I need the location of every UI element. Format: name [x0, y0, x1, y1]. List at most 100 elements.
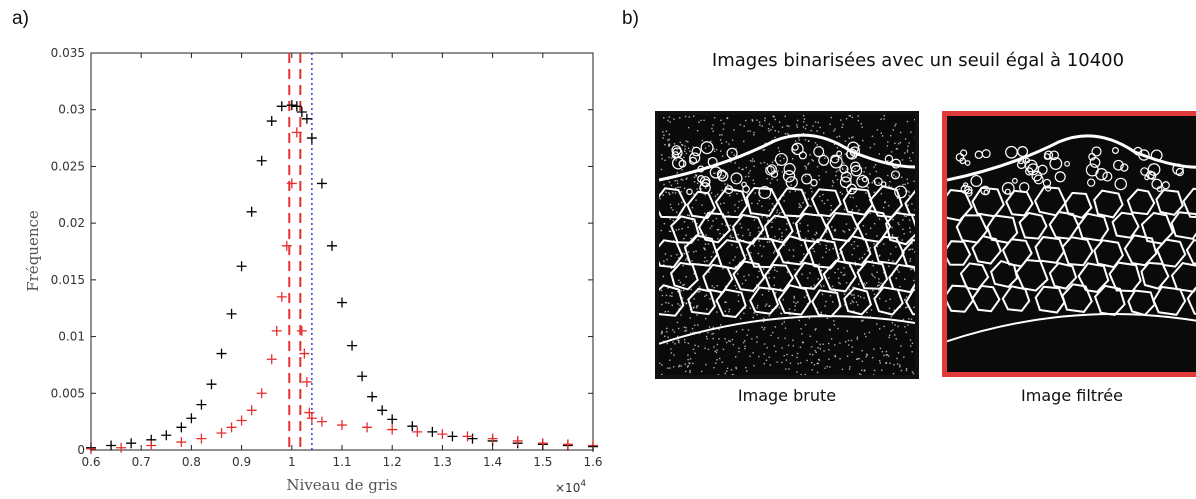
noise-speck: [716, 193, 719, 196]
noise-speck: [773, 205, 775, 207]
noise-speck: [665, 191, 667, 193]
noise-speck: [755, 284, 758, 286]
noise-speck: [897, 143, 900, 145]
noise-speck: [858, 357, 860, 360]
noise-speck: [665, 294, 668, 297]
noise-speck: [905, 215, 907, 218]
noise-speck: [862, 139, 864, 142]
noise-speck: [693, 193, 695, 195]
noise-speck: [857, 268, 859, 271]
small-cell: [884, 154, 894, 164]
noise-speck: [808, 205, 810, 207]
noise-speck: [704, 243, 707, 245]
small-cell: [671, 147, 683, 159]
noise-speck: [767, 219, 769, 221]
data-point: [337, 297, 347, 308]
noise-speck: [749, 241, 752, 243]
small-cell: [1031, 170, 1043, 182]
noise-speck: [814, 349, 816, 352]
noise-speck: [784, 115, 786, 118]
noise-speck: [695, 305, 698, 307]
noise-speck: [768, 277, 770, 279]
noise-speck: [743, 312, 745, 315]
noise-speck: [812, 125, 814, 127]
noise-speck: [668, 144, 671, 146]
noise-speck: [688, 116, 690, 118]
noise-speck: [903, 356, 905, 358]
noise-speck: [724, 372, 727, 375]
noise-speck: [793, 151, 796, 154]
noise-speck: [762, 268, 765, 270]
noise-speck: [743, 275, 745, 278]
noise-speck: [735, 366, 737, 369]
noise-speck: [682, 252, 684, 255]
noise-speck: [768, 241, 771, 243]
noise-speck: [829, 329, 831, 331]
noise-speck: [898, 210, 900, 213]
noise-speck: [828, 277, 830, 279]
data-point: [236, 415, 247, 426]
small-cell: [798, 151, 807, 160]
noise-speck: [804, 373, 806, 375]
noise-speck: [660, 229, 662, 232]
small-cell: [810, 179, 818, 187]
noise-speck: [852, 153, 854, 156]
noise-speck: [890, 330, 892, 332]
large-cell: [670, 215, 700, 244]
noise-speck: [695, 250, 697, 252]
noise-speck: [763, 343, 766, 345]
noise-speck: [878, 278, 880, 280]
noise-speck: [690, 237, 692, 240]
noise-speck: [696, 129, 699, 132]
noise-speck: [694, 344, 696, 347]
noise-speck: [678, 257, 680, 259]
noise-speck: [860, 123, 862, 125]
noise-speck: [684, 148, 686, 150]
noise-speck: [834, 229, 837, 232]
noise-speck: [810, 286, 812, 288]
large-cell: [714, 187, 749, 219]
noise-speck: [773, 284, 775, 287]
noise-speck: [695, 199, 697, 201]
noise-speck: [677, 186, 679, 189]
noise-speck: [731, 338, 734, 341]
noise-speck: [805, 166, 807, 168]
noise-speck: [709, 298, 711, 300]
noise-speck: [670, 352, 673, 354]
noise-speck: [724, 183, 726, 185]
noise-speck: [888, 205, 890, 207]
noise-speck: [799, 222, 801, 225]
noise-speck: [802, 201, 804, 204]
noise-speck: [743, 125, 745, 127]
noise-speck: [768, 198, 771, 200]
noise-speck: [854, 261, 857, 264]
noise-speck: [744, 175, 747, 178]
noise-speck: [680, 365, 682, 367]
noise-speck: [796, 273, 798, 276]
plot-area: [90, 52, 594, 451]
noise-speck: [678, 364, 681, 367]
noise-speck: [891, 234, 894, 236]
noise-speck: [668, 138, 670, 141]
large-cell: [1063, 191, 1093, 219]
noise-speck: [836, 178, 839, 181]
noise-speck: [884, 201, 886, 203]
noise-speck: [904, 278, 906, 280]
large-cell: [1001, 285, 1031, 312]
noise-speck: [682, 179, 684, 181]
noise-speck: [839, 282, 841, 285]
noise-speck: [663, 134, 665, 136]
small-cell: [1011, 177, 1018, 184]
noise-speck: [698, 121, 700, 123]
noise-speck: [762, 320, 765, 323]
noise-speck: [719, 232, 721, 235]
noise-speck: [863, 253, 866, 255]
noise-speck: [896, 197, 899, 199]
noise-speck: [752, 352, 754, 354]
noise-speck: [766, 241, 769, 243]
noise-speck: [794, 190, 797, 192]
noise-speck: [737, 233, 740, 236]
noise-speck: [768, 315, 770, 317]
noise-speck: [692, 307, 695, 309]
noise-speck: [768, 305, 770, 308]
